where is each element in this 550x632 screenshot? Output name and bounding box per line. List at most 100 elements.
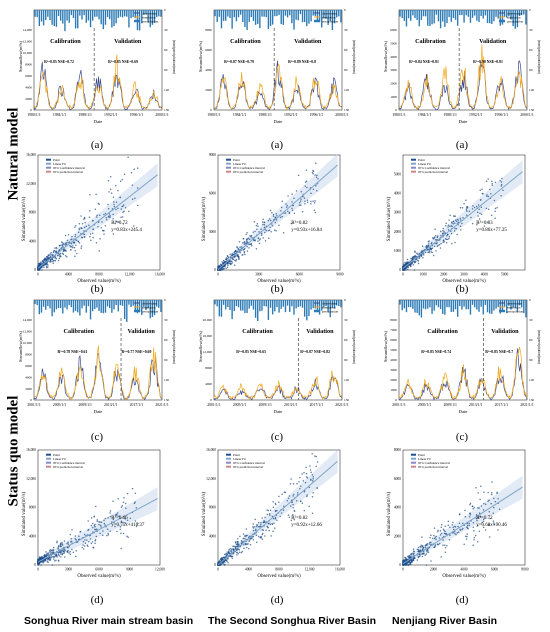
- scatter-point-d1-442: [39, 557, 41, 559]
- scatter-point-d1-155: [53, 558, 55, 560]
- legend-text-c2-1: simulation: [322, 305, 336, 309]
- scatter-point-b1-66: [88, 210, 91, 212]
- scatter-point-b1-20: [84, 221, 86, 224]
- scatter-point-b1-442: [53, 249, 56, 252]
- scatter-point-d1-404: [62, 550, 65, 553]
- scatter-point-b3-188: [404, 261, 406, 264]
- metric-calibration-c3: R²=0.85 NSE=0.74: [421, 350, 451, 354]
- scatter-point-d3-375: [421, 545, 423, 548]
- scatter-point-b3-384: [429, 247, 431, 249]
- legend-text-d1-2: 95% Confidence interval: [53, 461, 85, 465]
- y2-axis-label-c1: (mm)precipitation(mm): [172, 330, 176, 365]
- legend-text-b2-1: Linear Fit: [233, 162, 246, 166]
- scatter-point-d2-288: [310, 479, 312, 481]
- scatter-point-b2-174: [303, 197, 306, 199]
- scatter-point-b1-429: [47, 254, 49, 257]
- scatter-point-d3-189: [438, 542, 441, 545]
- scatter-point-d3-253: [419, 546, 422, 548]
- scatter-point-b1-335: [41, 269, 43, 271]
- scatter-point-b3-49: [446, 233, 449, 236]
- scatter-point-b3-246: [442, 241, 444, 243]
- y-axis-label-a1: Streamflow(m³/s): [18, 40, 23, 72]
- basin-label-second-songhua: The Second Songhua River Basin: [208, 615, 377, 627]
- scatter-point-b3-143: [417, 253, 419, 256]
- scatter-point-d3-166: [430, 534, 432, 536]
- scatter-point-d3-238: [436, 543, 439, 546]
- scatter-point-d2-445: [236, 538, 239, 540]
- legend-text-b3-1: Linear Fit: [418, 162, 431, 166]
- scatter-point-b1-342: [122, 211, 124, 213]
- scatter-point-d2-152: [301, 473, 303, 475]
- scatter-point-d3-227: [439, 529, 442, 532]
- scatter-point-b3-369: [485, 180, 488, 182]
- scatter-point-b3-328: [417, 262, 420, 265]
- y-axis-label-c1: Streamflow(m³/s): [18, 330, 23, 362]
- scatter-point-d3-348: [410, 553, 412, 556]
- scatter-point-b1-93: [59, 252, 62, 255]
- scatter-point-b1-209: [88, 216, 91, 218]
- scatter-point-b2-228: [219, 263, 222, 266]
- scatter-point-d3-425: [491, 493, 493, 496]
- scatter-point-b1-48: [58, 257, 61, 260]
- scatter-point-b1-258: [115, 185, 117, 187]
- scatter-point-d2-125: [306, 477, 309, 479]
- y2-tick-c2-3: 90: [344, 358, 348, 362]
- scatter-point-b3-67: [481, 188, 483, 190]
- scatter-point-d1-97: [103, 522, 106, 525]
- scatter-point-b1-394: [70, 246, 72, 248]
- scatter-point-d1-406: [95, 528, 98, 530]
- scatter-point-d1-222: [122, 532, 125, 535]
- scatter-point-b2-258: [246, 240, 248, 242]
- scatter-point-d3-150: [473, 536, 476, 539]
- scatter-point-b3-130: [485, 207, 488, 210]
- scatter-point-d1-278: [68, 552, 70, 554]
- scatter-point-b3-13: [452, 215, 455, 217]
- scatter-point-d3-406: [410, 559, 413, 561]
- scatter-point-d3-120: [433, 537, 436, 540]
- x-tick-a1-3: 1992/1/1: [104, 113, 118, 117]
- scatter-point-d2-370: [264, 516, 266, 519]
- scatter-point-d3-279: [482, 526, 485, 529]
- scatter-point-b2-378: [229, 256, 232, 258]
- scatter-point-b1-424: [38, 264, 41, 266]
- legend-swatch-d1-0: [46, 453, 51, 456]
- scatter-point-d3-230: [477, 507, 479, 509]
- scatter-point-d2-436: [222, 563, 224, 565]
- scatter-point-d1-181: [86, 544, 89, 546]
- plot-frame-c1: [33, 299, 163, 401]
- legend-swatch-d1-2: [46, 461, 51, 464]
- scatter-point-b3-449: [428, 251, 431, 254]
- scatter-point-b1-45: [43, 266, 45, 269]
- scatter-point-b2-20: [279, 216, 282, 219]
- scatter-point-b1-157: [78, 222, 81, 225]
- scatter-point-b3-152: [434, 238, 437, 241]
- scatter-point-b1-271: [83, 235, 86, 238]
- scatter-point-d2-357: [269, 514, 271, 517]
- scatter-point-d1-306: [119, 526, 122, 528]
- scatter-point-b1-425: [90, 239, 92, 242]
- scatter-point-b2-79: [273, 229, 276, 231]
- scatter-point-b1-134: [64, 242, 67, 245]
- scatter-point-d3-438: [405, 558, 408, 561]
- y-tick-c2-3: 12,000: [203, 350, 213, 355]
- scatter-point-d3-341: [434, 544, 436, 546]
- simulation-series-c1: [33, 345, 163, 400]
- y2-tick-a1-4: 120: [164, 88, 169, 92]
- scatter-point-d3-136: [440, 524, 443, 526]
- scatter-point-d3-190: [423, 553, 425, 555]
- scatter-point-b2-264: [235, 258, 238, 261]
- scatter-point-d1-339: [71, 548, 73, 551]
- y-tick-a1-3: 6000: [25, 74, 32, 78]
- scatter-point-b3-206: [487, 208, 490, 210]
- y2-tick-a2-5: 150: [344, 108, 349, 112]
- plot-frame-c2: [213, 299, 343, 401]
- scatter-point-d2-96: [261, 517, 263, 519]
- scatter-point-b3-294: [486, 194, 488, 196]
- y2-tick-c2-2: 60: [344, 338, 348, 342]
- scatter-point-d1-211: [137, 522, 139, 525]
- y-tick-d2-1: 4000: [209, 534, 216, 538]
- scatter-point-b2-447: [231, 262, 234, 264]
- y-tick-a2-2: 4000: [205, 68, 212, 72]
- scatter-point-b3-290: [455, 220, 458, 223]
- scatter-point-b2-133: [233, 264, 236, 266]
